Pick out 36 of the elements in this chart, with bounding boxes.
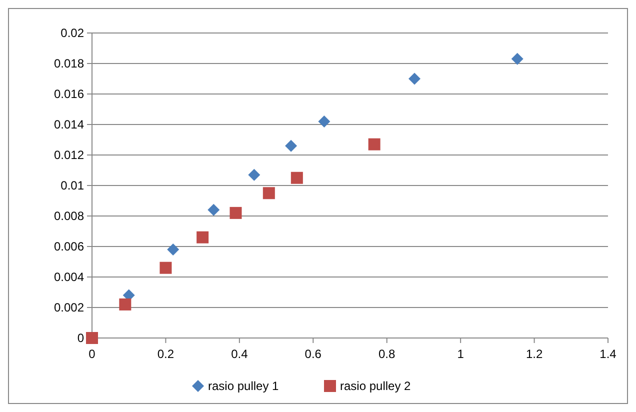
x-tick-label: 0.8 <box>378 347 396 361</box>
y-tick-label: 0.008 <box>54 209 84 224</box>
x-tick-label: 0.2 <box>157 347 174 361</box>
point <box>408 72 420 85</box>
x-tick-label: 1 <box>457 347 464 361</box>
y-tick-label: 0 <box>77 331 84 346</box>
x-tick-label: 0.6 <box>304 347 322 361</box>
point <box>262 187 275 200</box>
y-tick-label: 0.014 <box>54 118 84 132</box>
point <box>208 204 220 216</box>
y-tick-label: 0.016 <box>54 87 84 102</box>
point <box>285 140 298 152</box>
point <box>318 115 330 128</box>
y-tick-label: 0.002 <box>54 300 84 315</box>
point <box>196 231 209 244</box>
legend-label: rasio pulley 1 <box>208 379 280 394</box>
y-tick-label: 0.02 <box>60 26 84 40</box>
point <box>248 168 260 181</box>
x-tick-label: 1.2 <box>526 347 543 361</box>
y-tick-label: 0.018 <box>54 56 84 71</box>
y-tick-label: 0.012 <box>54 148 84 162</box>
y-tick-label: 0.004 <box>54 270 84 284</box>
y-tick-label: 0.006 <box>54 240 84 254</box>
legend-label: rasio pulley 2 <box>340 379 412 394</box>
y-tick-label: 0.01 <box>60 178 84 193</box>
point <box>230 206 242 219</box>
point <box>167 244 180 256</box>
point <box>119 298 132 310</box>
point <box>368 138 380 150</box>
x-tick-label: 0.4 <box>231 347 248 361</box>
point <box>160 262 172 274</box>
x-tick-label: 1.4 <box>600 347 617 361</box>
point <box>511 52 524 65</box>
x-tick-label: 0 <box>88 347 96 361</box>
point <box>290 172 303 184</box>
point <box>86 332 98 344</box>
